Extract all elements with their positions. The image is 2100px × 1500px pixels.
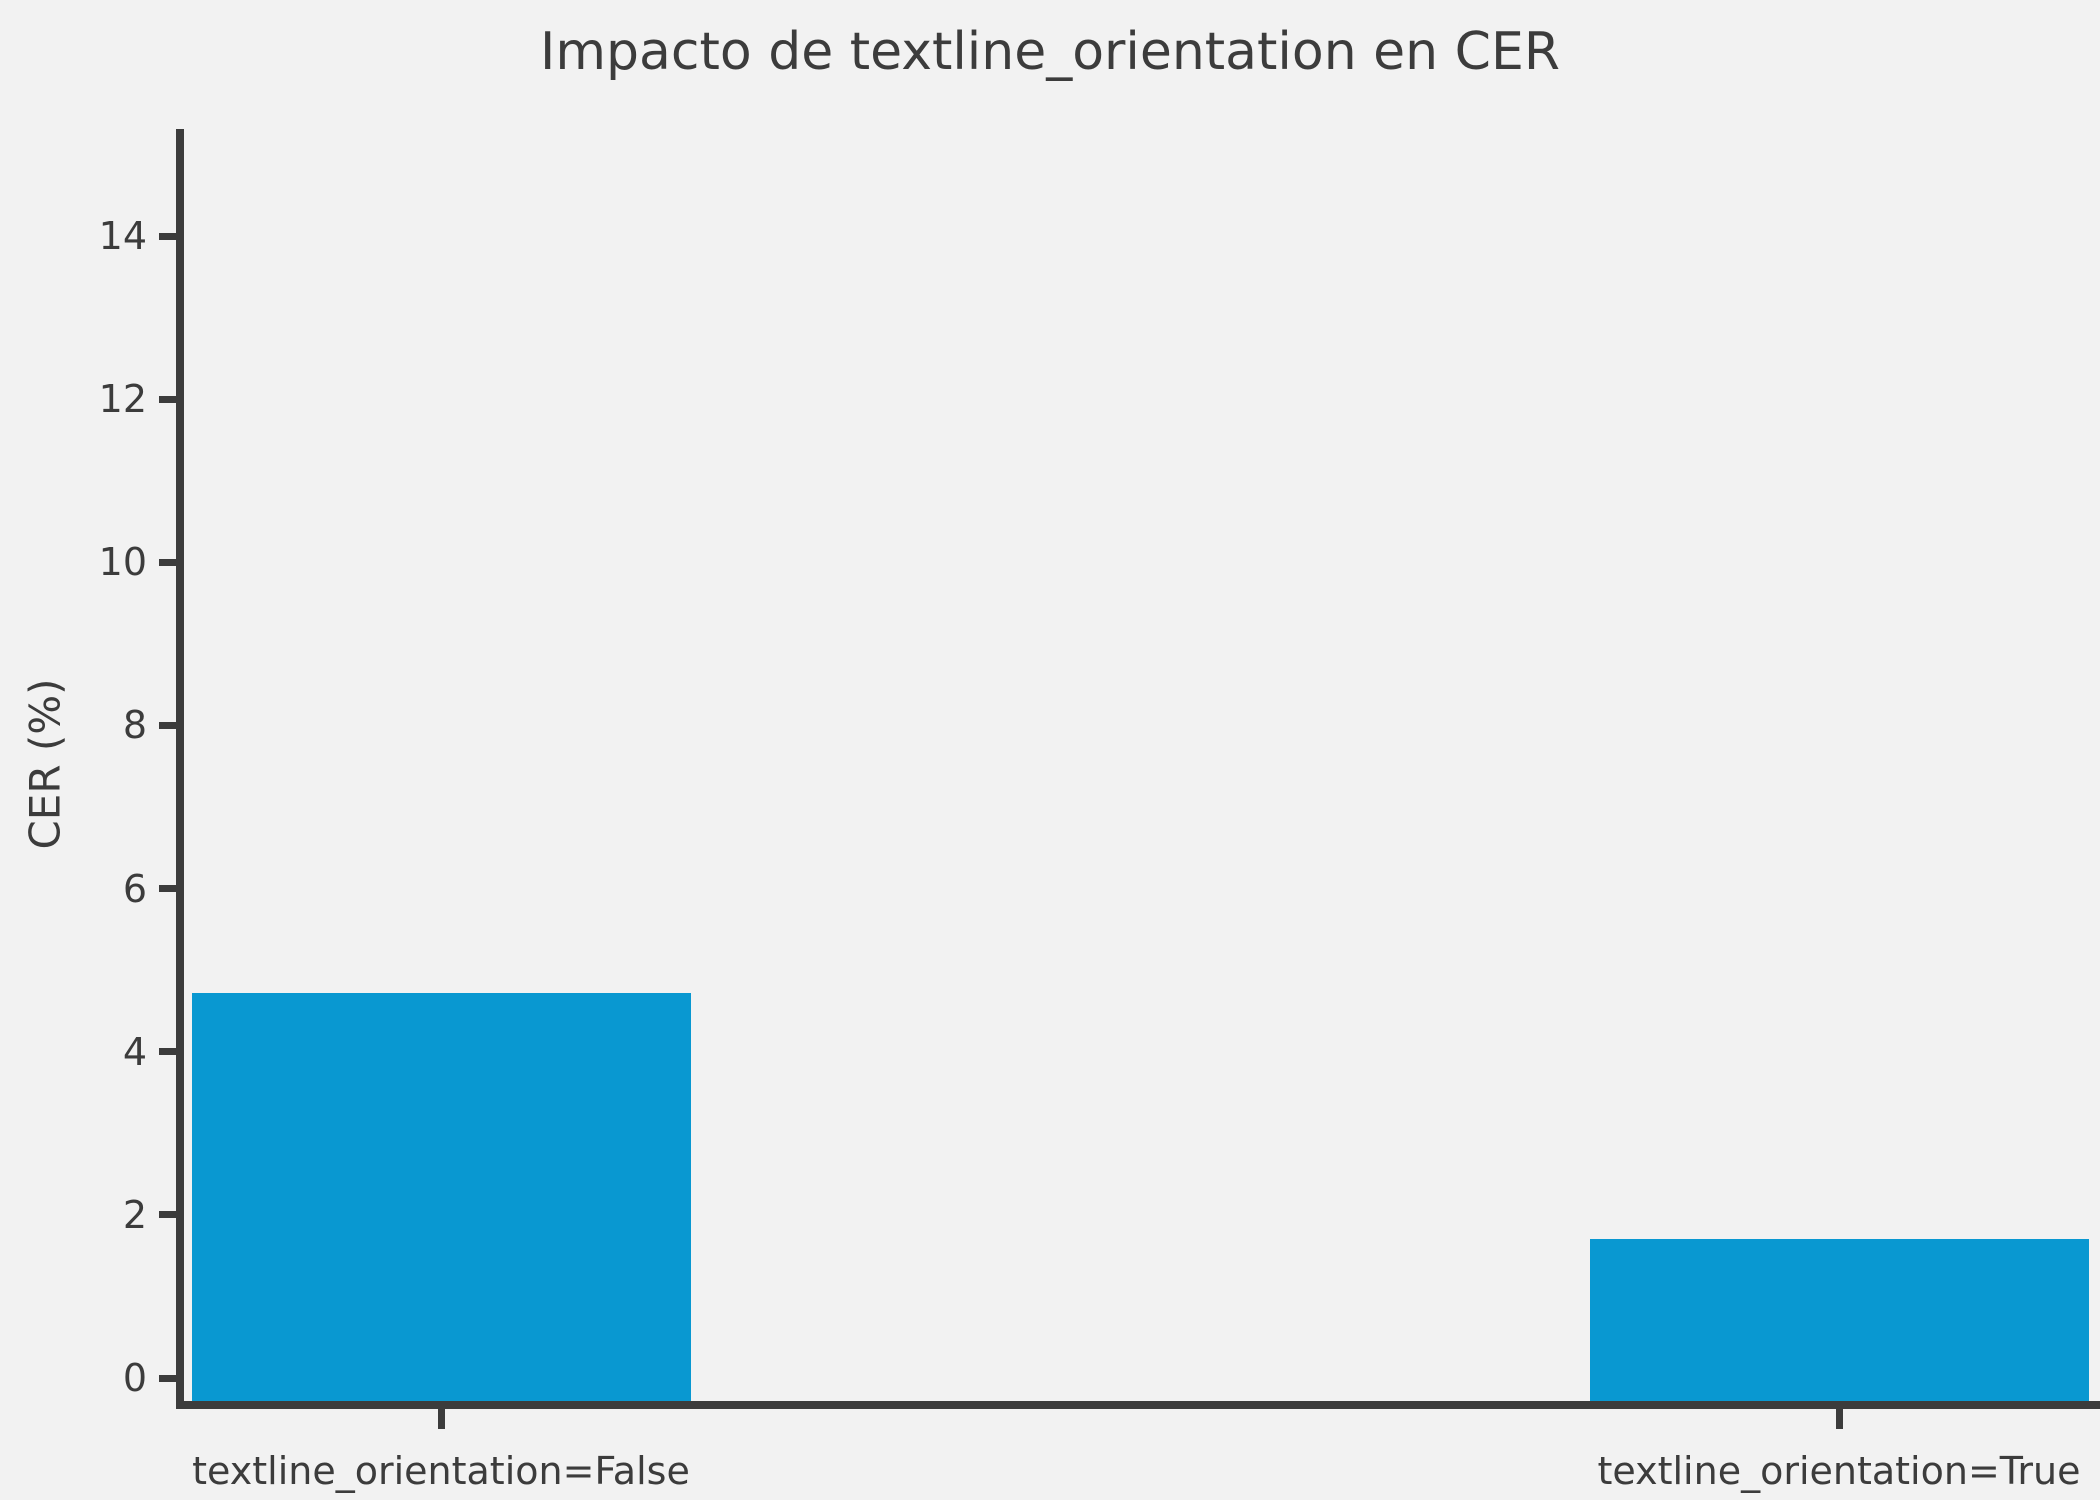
bar-textline_orientation=False — [191, 992, 691, 1401]
y-tick-label: 14 — [98, 214, 147, 259]
y-tick-mark — [159, 721, 177, 729]
bar-textline_orientation=True — [1589, 1239, 2089, 1401]
y-axis-spine — [176, 129, 184, 1401]
y-tick-mark — [159, 1048, 177, 1056]
y-tick-mark — [159, 885, 177, 893]
x-tick-label: textline_orientation=False — [192, 1449, 690, 1493]
y-tick-mark — [159, 1211, 177, 1219]
y-tick-label: 2 — [122, 1192, 147, 1237]
y-tick-label: 0 — [122, 1356, 147, 1400]
y-tick-mark — [159, 1374, 177, 1382]
y-tick-label: 6 — [122, 866, 147, 911]
x-tick-mark — [1835, 1409, 1843, 1429]
y-tick-label: 10 — [98, 540, 147, 585]
chart-title: Impacto de textline_orientation en CER — [540, 22, 1560, 82]
y-tick-label: 8 — [122, 703, 147, 748]
y-tick-mark — [159, 232, 177, 240]
y-tick-label: 4 — [122, 1029, 147, 1074]
y-tick-label: 12 — [98, 377, 147, 422]
y-tick-mark — [159, 558, 177, 566]
x-axis-spine — [176, 1401, 2100, 1409]
x-tick-label: textline_orientation=True — [1597, 1449, 2081, 1493]
x-tick-mark — [437, 1409, 445, 1429]
y-tick-mark — [159, 395, 177, 403]
